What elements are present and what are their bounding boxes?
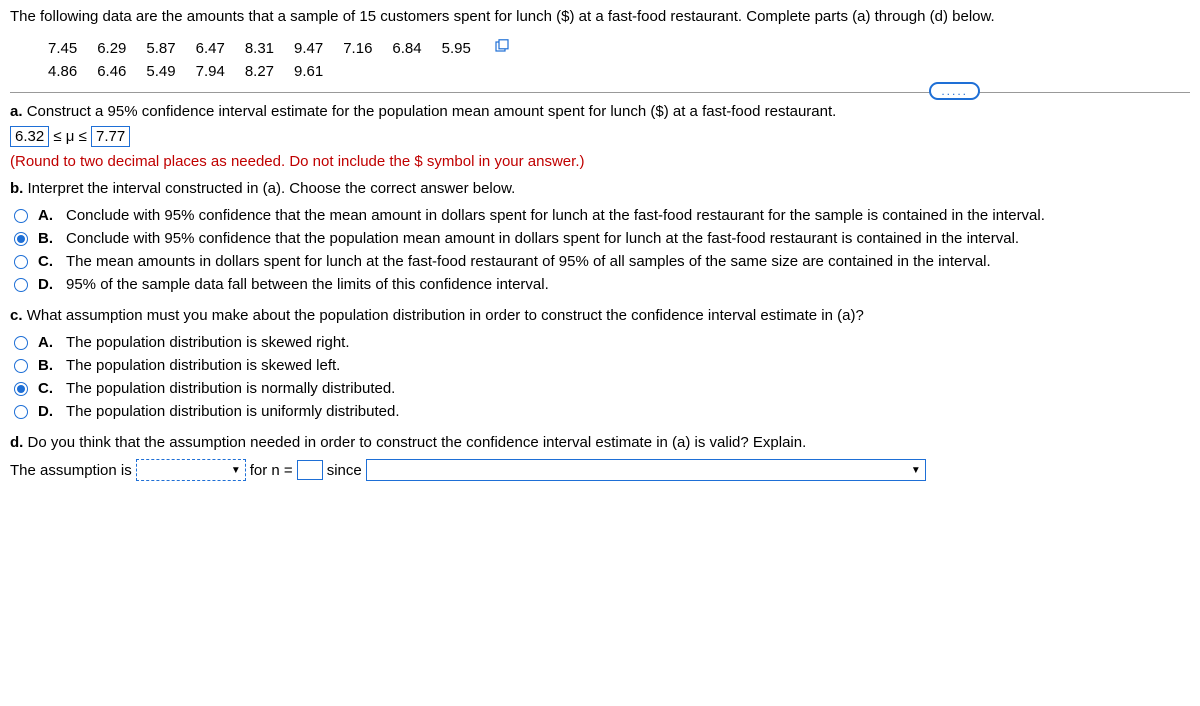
data-cell: 6.29	[97, 37, 144, 59]
ci-lower-input[interactable]: 6.32	[10, 126, 49, 147]
part-a-label: a.	[10, 103, 23, 120]
assumption-lead: The assumption is	[10, 462, 132, 479]
data-cell: 7.45	[48, 37, 95, 59]
copy-cell[interactable]	[491, 37, 529, 59]
separator: .....	[10, 92, 1190, 93]
option-text: 95% of the sample data fall between the …	[66, 276, 1190, 293]
data-table: 7.45 6.29 5.87 6.47 8.31 9.47 7.16 6.84 …	[46, 35, 531, 84]
option-text: The population distribution is skewed ri…	[66, 334, 1190, 351]
part-c-label: c.	[10, 307, 23, 324]
part-d-label: d.	[10, 434, 23, 451]
more-indicator[interactable]: .....	[929, 82, 980, 100]
data-cell: 6.46	[97, 61, 144, 82]
data-cell: 7.16	[343, 37, 390, 59]
reason-select[interactable]: ▼	[366, 459, 926, 481]
n-input[interactable]	[297, 460, 323, 480]
option-row[interactable]: A. The population distribution is skewed…	[10, 334, 1190, 351]
option-letter: A.	[38, 207, 58, 224]
option-letter: B.	[38, 357, 58, 374]
radio-icon[interactable]	[14, 359, 28, 373]
copy-icon	[495, 39, 511, 57]
option-row[interactable]: A. Conclude with 95% confidence that the…	[10, 207, 1190, 224]
data-cell: 8.27	[245, 61, 292, 82]
option-text: Conclude with 95% confidence that the me…	[66, 207, 1190, 224]
data-cell: 5.87	[146, 37, 193, 59]
ci-mu-text: ≤ μ ≤	[53, 128, 86, 145]
part-a-answer: 6.32 ≤ μ ≤ 7.77	[10, 126, 1190, 147]
option-letter: D.	[38, 276, 58, 293]
part-d-answer-row: The assumption is ▼ for n = since ▼	[10, 459, 1190, 481]
option-row[interactable]: D. 95% of the sample data fall between t…	[10, 276, 1190, 293]
data-cell: 6.47	[196, 37, 243, 59]
part-a-hint: (Round to two decimal places as needed. …	[10, 153, 1190, 170]
part-b-options: A. Conclude with 95% confidence that the…	[10, 207, 1190, 293]
data-cell: 5.49	[146, 61, 193, 82]
part-c-options: A. The population distribution is skewed…	[10, 334, 1190, 420]
option-letter: C.	[38, 380, 58, 397]
option-row[interactable]: B. Conclude with 95% confidence that the…	[10, 230, 1190, 247]
option-text: The population distribution is uniformly…	[66, 403, 1190, 420]
data-cell: 4.86	[48, 61, 95, 82]
part-b-label: b.	[10, 180, 23, 197]
radio-icon[interactable]	[14, 382, 28, 396]
part-b-text: Interpret the interval constructed in (a…	[28, 180, 516, 197]
part-d-text: Do you think that the assumption needed …	[28, 434, 807, 451]
data-cell: 6.84	[392, 37, 439, 59]
radio-icon[interactable]	[14, 209, 28, 223]
option-letter: B.	[38, 230, 58, 247]
part-a-prompt: a. Construct a 95% confidence interval e…	[10, 103, 1190, 120]
chevron-down-icon: ▼	[231, 465, 241, 476]
data-cell: 9.47	[294, 37, 341, 59]
for-n-text: for n =	[250, 462, 293, 479]
radio-icon[interactable]	[14, 336, 28, 350]
option-row[interactable]: B. The population distribution is skewed…	[10, 357, 1190, 374]
radio-icon[interactable]	[14, 232, 28, 246]
option-letter: D.	[38, 403, 58, 420]
assumption-select[interactable]: ▼	[136, 459, 246, 481]
option-row[interactable]: D. The population distribution is unifor…	[10, 403, 1190, 420]
option-text: The population distribution is normally …	[66, 380, 1190, 397]
part-c-text: What assumption must you make about the …	[27, 307, 864, 324]
data-cell: 5.95	[442, 37, 489, 59]
option-row[interactable]: C. The population distribution is normal…	[10, 380, 1190, 397]
option-text: The mean amounts in dollars spent for lu…	[66, 253, 1190, 270]
chevron-down-icon: ▼	[911, 465, 921, 476]
radio-icon[interactable]	[14, 405, 28, 419]
option-row[interactable]: C. The mean amounts in dollars spent for…	[10, 253, 1190, 270]
since-text: since	[327, 462, 362, 479]
option-text: The population distribution is skewed le…	[66, 357, 1190, 374]
data-cell: 7.94	[196, 61, 243, 82]
radio-icon[interactable]	[14, 278, 28, 292]
option-letter: A.	[38, 334, 58, 351]
data-cell: 8.31	[245, 37, 292, 59]
option-text: Conclude with 95% confidence that the po…	[66, 230, 1190, 247]
part-c-prompt: c. What assumption must you make about t…	[10, 307, 1190, 324]
part-b-prompt: b. Interpret the interval constructed in…	[10, 180, 1190, 197]
part-a-text: Construct a 95% confidence interval esti…	[27, 103, 837, 120]
intro-text: The following data are the amounts that …	[10, 8, 1190, 25]
radio-icon[interactable]	[14, 255, 28, 269]
part-d-prompt: d. Do you think that the assumption need…	[10, 434, 1190, 451]
data-cell: 9.61	[294, 61, 341, 82]
ci-upper-input[interactable]: 7.77	[91, 126, 130, 147]
option-letter: C.	[38, 253, 58, 270]
